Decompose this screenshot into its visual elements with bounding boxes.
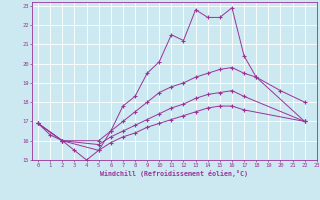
X-axis label: Windchill (Refroidissement éolien,°C): Windchill (Refroidissement éolien,°C): [100, 170, 248, 177]
